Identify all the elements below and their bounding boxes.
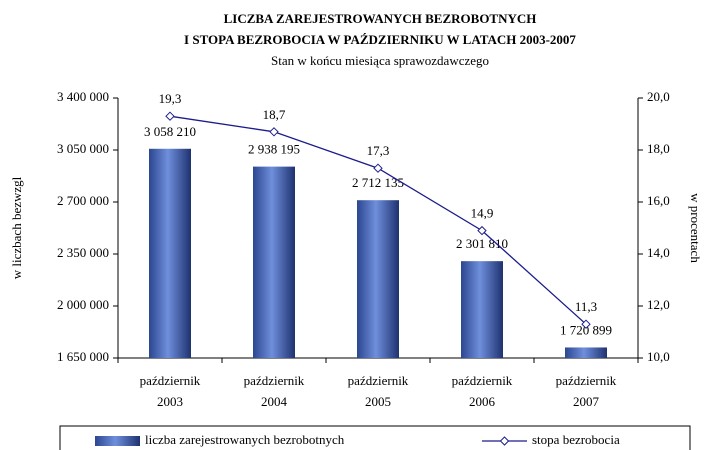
chart-subtitle: Stan w końcu miesiąca sprawozdawczego xyxy=(271,53,489,68)
y2-tick-label: 14,0 xyxy=(647,245,670,260)
line-value-label: 17,3 xyxy=(367,143,390,158)
y2-tick-label: 20,0 xyxy=(647,89,670,104)
y-tick-label: 2 700 000 xyxy=(57,193,109,208)
x-tick-label: 2003 xyxy=(157,394,183,409)
bar-value-label: 2 938 195 xyxy=(248,142,300,157)
line-marker xyxy=(477,225,487,236)
legend-label: stopa bezrobocia xyxy=(532,432,620,447)
x-tick-label: 2005 xyxy=(365,394,391,409)
bar-value-label: 2 712 135 xyxy=(352,175,404,190)
x-tick-label: październik xyxy=(244,373,305,388)
line-marker xyxy=(373,163,383,173)
y2-tick-label: 10,0 xyxy=(647,349,670,364)
y-tick-label: 1 650 000 xyxy=(57,349,109,364)
line-marker xyxy=(165,111,175,121)
bar-value-label: 2 301 810 xyxy=(456,236,508,251)
y2-tick-label: 18,0 xyxy=(647,141,670,156)
line-value-label: 19,3 xyxy=(159,91,182,106)
y2-axis-label: w procentach xyxy=(688,193,703,263)
x-tick-label: październik xyxy=(348,373,409,388)
x-tick-label: październik xyxy=(556,373,617,388)
bar xyxy=(149,148,191,358)
y-tick-label: 3 400 000 xyxy=(57,89,109,104)
line-marker xyxy=(581,319,591,329)
x-tick-label: październik xyxy=(452,373,513,388)
y-tick-label: 2 000 000 xyxy=(57,297,109,312)
chart-title: LICZBA ZAREJESTROWANYCH BEZROBOTNYCH xyxy=(224,11,537,26)
y2-tick-label: 16,0 xyxy=(647,193,670,208)
bar-value-label: 1 720 899 xyxy=(560,322,612,337)
legend-label: liczba zarejestrowanych bezrobotnych xyxy=(145,432,345,447)
x-tick-label: październik xyxy=(140,373,201,388)
chart-title: I STOPA BEZROBOCIA W PAŹDZIERNIKU W LATA… xyxy=(184,32,576,47)
bar-value-label: 3 058 210 xyxy=(144,124,196,139)
bar xyxy=(253,166,295,358)
bar xyxy=(565,347,607,358)
y-tick-label: 3 050 000 xyxy=(57,141,109,156)
line-value-label: 18,7 xyxy=(263,107,286,122)
line-marker xyxy=(269,127,279,137)
line-value-label: 11,3 xyxy=(575,299,597,314)
legend-box xyxy=(59,425,691,450)
line-value-label: 14,9 xyxy=(471,206,494,221)
legend-swatch xyxy=(95,436,140,446)
x-tick-label: 2004 xyxy=(261,394,288,409)
x-tick-label: 2006 xyxy=(469,394,496,409)
y2-tick-label: 12,0 xyxy=(647,297,670,312)
legend-marker xyxy=(499,436,510,446)
bar xyxy=(357,200,399,358)
y-axis-label: w liczbach bezwzgl xyxy=(9,176,24,279)
bar xyxy=(461,261,503,358)
x-tick-label: 2007 xyxy=(573,394,600,409)
y-tick-label: 2 350 000 xyxy=(57,245,109,260)
